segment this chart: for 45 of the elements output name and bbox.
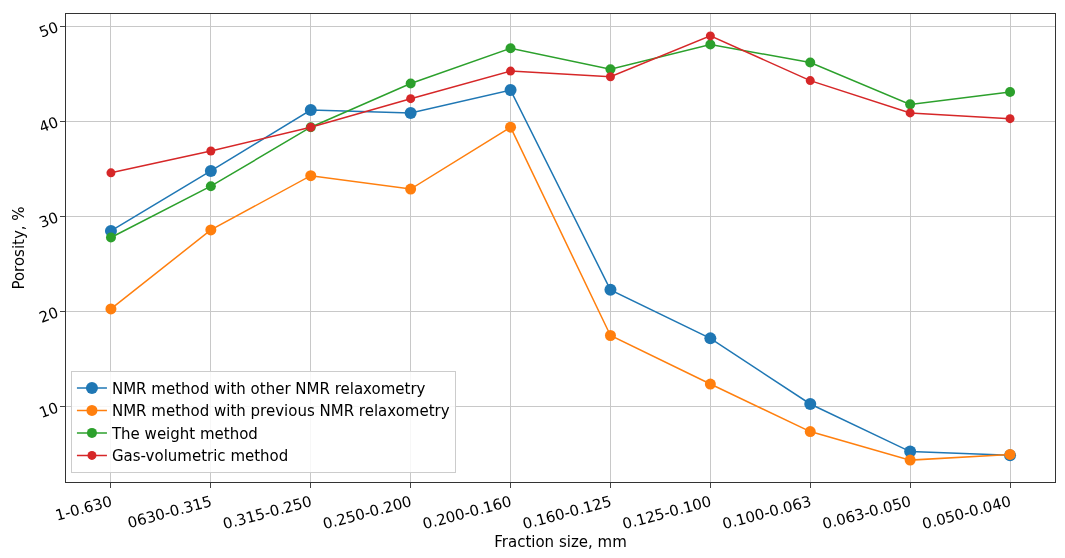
point [704,378,716,390]
point [205,181,216,192]
point [705,39,716,50]
point [604,283,617,296]
point [604,330,616,342]
point [1005,114,1015,124]
y-tick-label: 50 [36,18,61,42]
point [105,232,116,243]
point [905,99,916,110]
legend-label: NMR method with other NMR relaxometry [111,379,426,398]
legend-label: NMR method with previous NMR relaxometry [111,402,450,421]
point [805,57,816,68]
y-tick-label: 30 [36,208,61,232]
point [805,76,815,86]
x-axis-title: Fraction size, mm [494,533,627,552]
point [804,426,816,438]
point [905,108,915,118]
point [206,146,216,156]
point [505,43,516,54]
point [105,303,117,315]
point [504,84,517,97]
legend-label: The weight method [110,424,258,443]
point [505,121,517,133]
point [705,31,715,41]
x-tick-label: 1-0.630 [53,492,114,525]
y-tick-label: 20 [36,303,61,327]
point [804,398,817,410]
point [605,72,615,82]
point [405,78,416,89]
point [205,224,217,236]
y-tick-label: 40 [36,113,61,137]
point [506,66,516,76]
legend-label: Gas-volumetric method [111,447,289,466]
point [1005,87,1016,97]
point [304,104,317,117]
point [204,164,217,177]
point [405,183,417,195]
point [406,94,416,104]
point [106,168,116,178]
y-axis-title: Porosity, % [10,206,29,290]
point [704,332,717,345]
y-tick-label: 10 [36,398,61,422]
point [404,106,417,119]
point [904,454,916,466]
point [305,170,317,182]
